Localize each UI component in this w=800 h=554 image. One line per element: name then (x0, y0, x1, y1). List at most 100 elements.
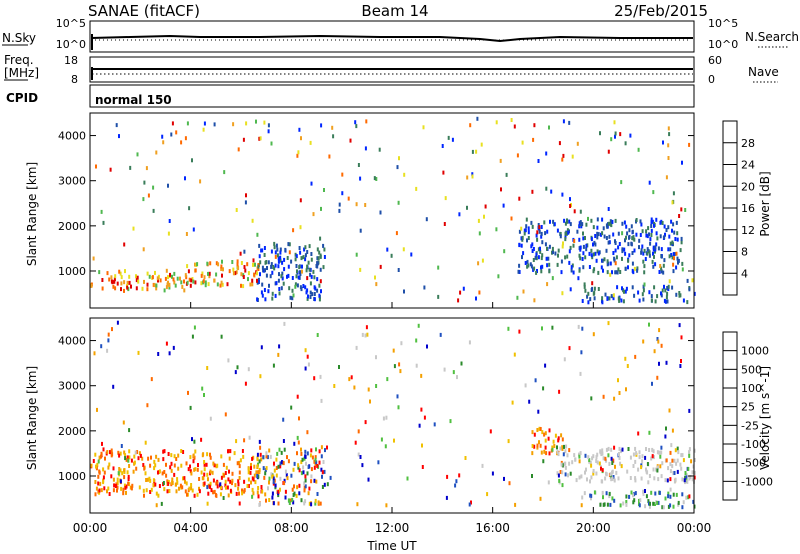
data-cell (672, 222, 675, 227)
data-cell (256, 464, 259, 469)
noise-cell (626, 364, 629, 368)
noise-cell (393, 364, 396, 369)
data-cell (204, 280, 207, 285)
data-cell (544, 242, 547, 247)
data-cell (570, 268, 573, 273)
time-axis-label: Time UT (366, 539, 417, 553)
data-cell (667, 287, 670, 291)
noise-cell (491, 471, 494, 476)
data-cell (303, 481, 306, 486)
data-cell (679, 248, 682, 253)
noise-cell (136, 152, 139, 157)
noise-cell (665, 360, 668, 365)
data-cell (548, 262, 551, 267)
data-cell (605, 447, 608, 452)
noise-cell (471, 149, 474, 154)
data-cell (540, 231, 543, 236)
noise-cell (299, 225, 302, 230)
noise-cell (441, 144, 444, 148)
data-cell (654, 502, 656, 506)
noise-cell (245, 193, 247, 198)
noise-cell (299, 198, 302, 203)
data-cell (649, 241, 652, 246)
data-cell (258, 502, 261, 507)
noise-cell (155, 503, 158, 508)
data-cell (182, 450, 185, 454)
data-cell (602, 456, 605, 461)
data-cell (189, 469, 192, 474)
noise-cell (355, 345, 358, 350)
data-cell (576, 229, 579, 234)
noise-cell (260, 345, 263, 350)
data-cell (564, 231, 567, 236)
noise-cell (296, 394, 299, 399)
data-cell (211, 470, 214, 475)
data-cell (318, 293, 321, 298)
data-cell (650, 233, 653, 237)
noise-cell (459, 290, 462, 295)
noise-cell (359, 228, 362, 233)
data-cell (584, 255, 587, 260)
noise-cell (284, 489, 287, 494)
data-cell (90, 283, 93, 288)
noise-cell (538, 225, 541, 230)
noise-cell (274, 254, 277, 259)
data-cell (124, 453, 127, 458)
data-cell (209, 261, 212, 266)
data-cell (171, 477, 174, 482)
data-cell (263, 288, 266, 292)
noise-cell (127, 458, 130, 463)
data-cell (156, 276, 159, 281)
data-cell (94, 480, 97, 484)
data-cell (670, 219, 673, 224)
data-cell (651, 259, 654, 264)
data-cell (97, 481, 100, 486)
data-cell (527, 236, 530, 240)
data-cell (620, 298, 623, 303)
noise-cell (410, 252, 413, 257)
data-cell (228, 269, 231, 274)
noise-cell (568, 249, 571, 254)
noise-cell (524, 383, 527, 388)
data-cell (632, 493, 635, 498)
noise-cell (680, 207, 683, 212)
data-cell (194, 449, 197, 454)
data-cell (675, 461, 678, 466)
data-cell (544, 231, 547, 236)
data-cell (104, 456, 106, 461)
beam-title: Beam 14 (361, 2, 428, 20)
data-cell (663, 258, 666, 263)
data-cell (296, 451, 298, 456)
data-cell (265, 451, 268, 456)
data-cell (582, 244, 585, 249)
data-cell (543, 432, 546, 437)
noise-cell (415, 338, 418, 343)
data-cell (540, 265, 542, 270)
data-cell (565, 444, 568, 449)
data-cell (280, 286, 283, 291)
data-cell (288, 501, 291, 505)
data-cell (655, 217, 658, 222)
noise-cell (468, 340, 471, 345)
data-cell (664, 288, 667, 293)
data-cell (316, 277, 319, 282)
data-cell (321, 474, 323, 479)
data-cell (215, 272, 218, 277)
data-cell (203, 275, 206, 280)
data-cell (651, 219, 654, 224)
data-cell (548, 428, 551, 433)
data-cell (665, 458, 668, 463)
data-cell (625, 502, 628, 507)
data-cell (590, 496, 592, 501)
data-cell (246, 484, 249, 488)
data-cell (228, 456, 231, 461)
data-cell (600, 265, 603, 270)
data-cell (213, 463, 216, 468)
data-cell (585, 247, 588, 252)
data-cell (305, 268, 308, 273)
data-cell (668, 254, 671, 259)
data-cell (113, 483, 116, 488)
data-cell (621, 249, 624, 254)
